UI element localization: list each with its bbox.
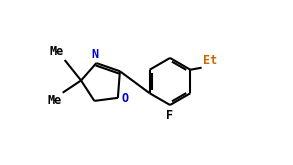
Text: N: N [92,48,99,61]
Text: F: F [166,110,173,122]
Text: Me: Me [47,94,62,107]
Text: Me: Me [50,45,64,58]
Text: O: O [122,92,129,105]
Text: Et: Et [203,54,217,67]
